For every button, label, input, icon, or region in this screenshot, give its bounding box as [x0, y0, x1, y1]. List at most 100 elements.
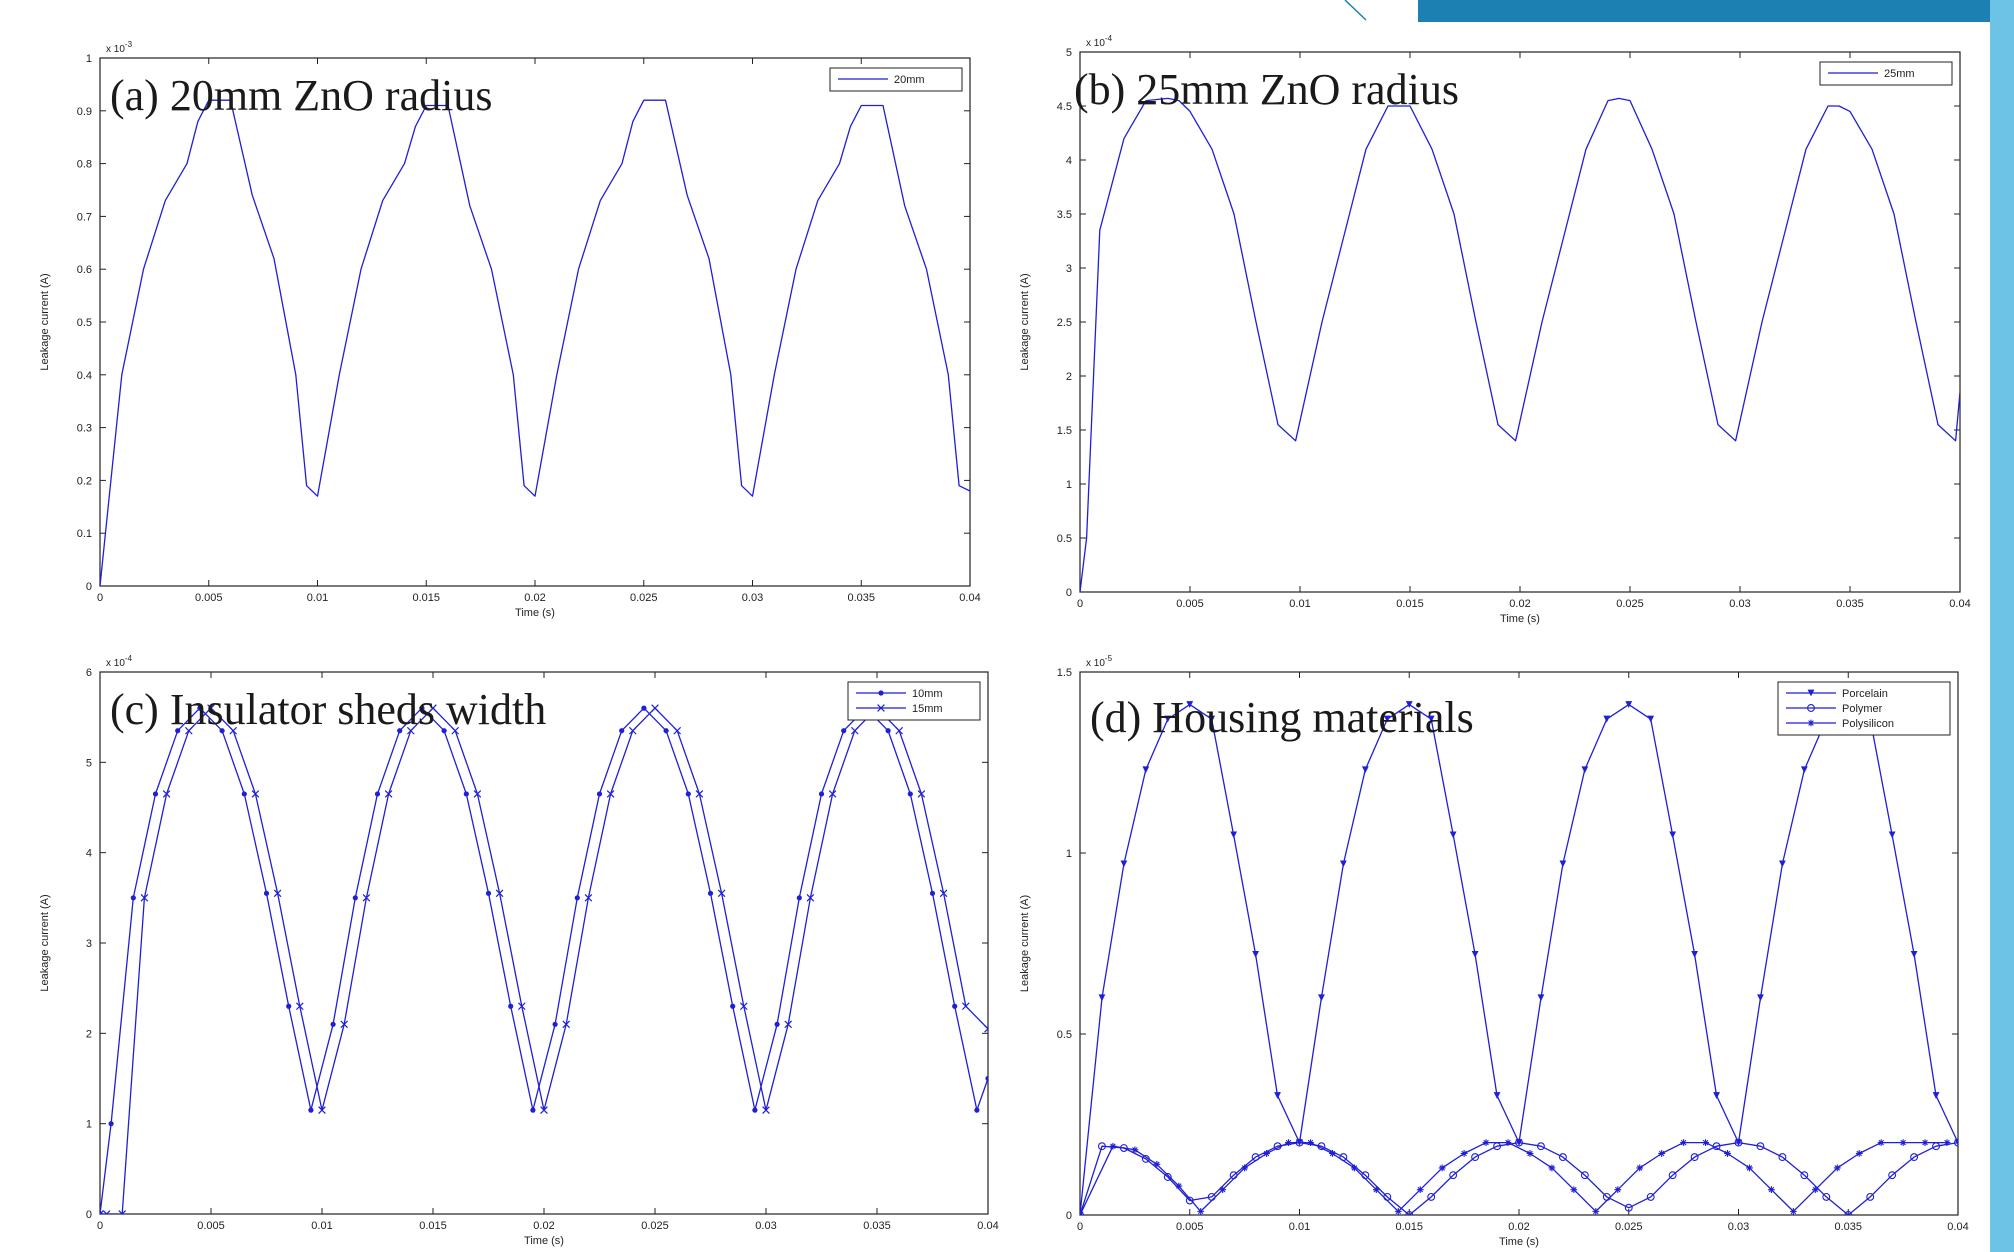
data-point [1263, 1150, 1270, 1157]
data-point [1219, 1186, 1227, 1194]
legend-box [829, 67, 963, 92]
legend-entry: 10mm [912, 688, 943, 700]
data-point [806, 894, 815, 902]
data-point [1109, 1142, 1117, 1150]
y-tick-label: 5 [86, 757, 92, 769]
data-point [1724, 1150, 1731, 1157]
y-tick-label: 0.5 [77, 317, 92, 329]
data-point [1844, 1211, 1853, 1215]
x-tick-label: 0.02 [524, 592, 545, 604]
x-tick-label: 0.01 [307, 592, 328, 604]
data-point [429, 704, 437, 712]
data-point [1943, 1139, 1951, 1146]
data-point [1230, 831, 1238, 839]
data-point [1274, 1092, 1281, 1099]
y-tick-label: 0.9 [77, 106, 92, 118]
data-point [508, 1003, 514, 1009]
data-point [1098, 994, 1106, 1002]
y-tick-label: 1.5 [1057, 667, 1072, 679]
slide-accent-thin-line [1344, 0, 1367, 21]
data-point [850, 726, 859, 735]
data-point [1080, 1211, 1084, 1215]
chart-b-25mm-zno-radius: 0 0.005 0.01 0.015 0.02 0.025 0.03 0.035 0.04 0 0.… [1019, 34, 1971, 625]
data-point [1636, 1164, 1644, 1172]
data-point [100, 1210, 104, 1214]
data-point [1603, 715, 1611, 723]
data-point [1504, 1139, 1512, 1146]
data-point [1558, 1153, 1567, 1162]
panel-title: (c) Insulator sheds width [110, 685, 546, 734]
series-10mm [100, 705, 988, 1214]
legend-entry: Polysilicon [1842, 718, 1894, 730]
data-point [352, 895, 358, 901]
y-tick-label: 0.8 [77, 159, 92, 171]
data-point [1394, 1207, 1402, 1215]
y-axis-label: Leakage current (A) [1019, 895, 1031, 992]
data-point [1241, 1164, 1249, 1172]
legend: 10mm 15mm [847, 681, 981, 721]
series-polysilicon [1080, 1139, 1951, 1215]
data-point [102, 1210, 111, 1214]
x-tick-label: 0.015 [1395, 1221, 1423, 1233]
x-tick-label: 0.005 [197, 1220, 225, 1232]
data-point [895, 726, 904, 735]
data-point [1536, 1142, 1545, 1151]
data-point [175, 728, 181, 734]
data-point [1954, 1138, 1958, 1147]
data-point [1669, 831, 1677, 839]
data-point [974, 1107, 980, 1113]
data-point [374, 791, 381, 797]
data-point [1910, 950, 1918, 958]
y-axis-label: Leakage current (A) [39, 894, 51, 991]
data-point [1668, 1171, 1677, 1180]
data-point [1405, 1211, 1414, 1215]
data-point [1778, 1153, 1787, 1162]
series-polymer [1080, 1138, 1958, 1215]
x-tick-label: 0.03 [1728, 1221, 1749, 1233]
data-point [685, 791, 691, 797]
data-point [162, 790, 171, 798]
data-point [1713, 1092, 1720, 1099]
y-axis-label: Leakage current (A) [39, 273, 51, 370]
x-tick-label: 0 [97, 592, 103, 604]
x-axis-label: Time (s) [524, 1235, 564, 1247]
x-tick-label: 0.04 [977, 1220, 998, 1232]
data-point [628, 726, 637, 735]
data-point [340, 1020, 349, 1029]
data-point [1163, 1173, 1172, 1181]
data-point [784, 1020, 793, 1029]
y-exponent-label: x 10-4 [1086, 34, 1113, 49]
series-line [100, 707, 988, 1214]
data-point [1471, 950, 1479, 958]
x-tick-label: 0.01 [1289, 1221, 1310, 1233]
data-point [1185, 1196, 1194, 1205]
data-point [707, 890, 714, 896]
data-point [1208, 715, 1216, 723]
x-tick-label: 0 [97, 1220, 103, 1232]
x-tick-label: 0.005 [1176, 1221, 1204, 1233]
data-point [1537, 994, 1545, 1002]
legend-entry: 15mm [912, 703, 943, 715]
data-point [717, 889, 726, 898]
y-tick-label: 0 [1066, 587, 1072, 599]
x-axis-label: Time (s) [1500, 613, 1540, 625]
x-tick-label: 0.035 [863, 1220, 891, 1232]
data-point [397, 728, 403, 734]
data-point [517, 1002, 526, 1011]
data-point [330, 1021, 336, 1027]
data-point [1307, 1139, 1314, 1146]
data-point [219, 728, 225, 734]
y-tick-label: 4.5 [1057, 101, 1072, 113]
x-tick-label: 0.015 [419, 1220, 447, 1232]
legend-box [847, 681, 981, 721]
data-point [1691, 950, 1698, 958]
series-line [100, 707, 988, 1214]
data-point [1800, 766, 1808, 774]
data-point [130, 895, 136, 901]
y-tick-label: 1 [1066, 479, 1072, 491]
data-point [1449, 1171, 1458, 1180]
data-point [1614, 1186, 1622, 1194]
data-point [308, 1107, 314, 1113]
data-point [229, 726, 238, 735]
y-tick-label: 0.4 [77, 370, 92, 382]
